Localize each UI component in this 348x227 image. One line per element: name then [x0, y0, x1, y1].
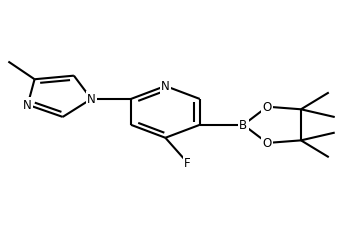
- Text: N: N: [23, 99, 32, 112]
- Text: O: O: [263, 137, 272, 150]
- Text: F: F: [184, 156, 190, 169]
- Text: N: N: [87, 93, 96, 106]
- Text: N: N: [161, 80, 170, 93]
- Text: B: B: [239, 119, 247, 132]
- Text: O: O: [263, 101, 272, 114]
